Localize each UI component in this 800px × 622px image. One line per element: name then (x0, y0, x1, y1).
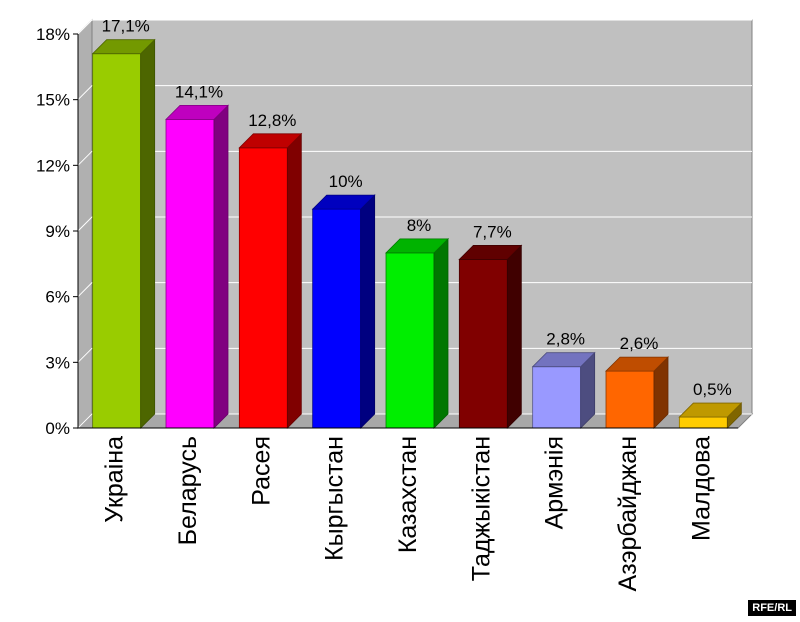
bar-side (213, 104, 229, 429)
y-tick-label: 15% (36, 91, 70, 110)
bar-top (531, 352, 596, 368)
x-category-label: Украіна (101, 436, 129, 523)
bar-top (311, 194, 376, 210)
bars (91, 38, 743, 429)
bar (678, 402, 743, 429)
bar-top (678, 402, 743, 418)
bar-side (360, 194, 376, 429)
x-category-label: Таджыкістан (467, 436, 495, 581)
bar-value-label: 2,8% (546, 330, 585, 349)
gridline (77, 85, 752, 101)
bar-side (140, 38, 156, 429)
y-axis: 0% 3% 6% 9% 12% 15% 18% (36, 25, 738, 438)
bar-value-label: 14,1% (175, 82, 223, 101)
bar (311, 194, 376, 429)
bar-value-label: 7,7% (473, 222, 512, 241)
y-tick-label: 9% (45, 222, 70, 241)
credit-badge: RFE/RL (748, 600, 796, 616)
bar-side (286, 132, 302, 429)
bar-value-label: 10% (329, 172, 363, 191)
bar (458, 244, 523, 429)
gridline (77, 19, 752, 35)
x-axis-labels: Украіна Беларусь Расея Кыргыстан Казахстан Та… (101, 436, 716, 592)
gridline (77, 216, 752, 232)
y-tick-label: 3% (45, 353, 70, 372)
x-category-label: Беларусь (174, 436, 202, 545)
bar (91, 38, 156, 429)
bar-side (433, 237, 449, 429)
gridline (77, 282, 752, 298)
y-tick-label: 6% (45, 288, 70, 307)
bar-top (605, 356, 669, 372)
bar-top (458, 245, 523, 260)
bar-front (605, 370, 655, 429)
bar-front (532, 366, 582, 429)
x-category-label: Азэрбайджан (614, 436, 642, 591)
bar (531, 351, 596, 429)
bar-value-label: 8% (407, 216, 432, 235)
y-tick-label: 12% (36, 156, 70, 175)
y-tick-label: 0% (45, 419, 70, 438)
bar-side (506, 244, 522, 429)
bar (605, 356, 669, 429)
x-category-label: Расея (247, 436, 275, 506)
bar-front (678, 416, 728, 429)
gridline (77, 413, 752, 429)
bar-top (385, 238, 449, 254)
bar-front (165, 118, 215, 429)
bar (165, 104, 229, 429)
bar-front (92, 53, 142, 429)
x-category-label: Малдова (687, 436, 715, 541)
value-labels: 17,1% 14,1% 12,8% 10% 8% 7,7% 2,8% 2,6% 0,5% (102, 17, 732, 399)
gridline (77, 347, 752, 363)
bar-front (458, 259, 508, 429)
gridlines (77, 19, 752, 429)
x-category-label: Кыргыстан (321, 436, 349, 561)
bar (385, 237, 449, 429)
bar-value-label: 17,1% (102, 17, 150, 36)
y-tick-label: 18% (36, 25, 70, 44)
bar-top (238, 133, 303, 149)
bar-front (385, 252, 435, 429)
bar (238, 132, 303, 429)
bar-front (312, 208, 362, 429)
bar-top (91, 39, 156, 55)
bar-value-label: 0,5% (693, 380, 732, 399)
x-category-label: Армэнія (541, 436, 569, 529)
bar-top (165, 104, 229, 120)
bar-value-label: 2,6% (620, 334, 659, 353)
gridline (77, 150, 752, 166)
x-category-label: Казахстан (394, 436, 422, 553)
bar-value-label: 12,8% (248, 111, 296, 130)
bar-front (238, 147, 288, 429)
